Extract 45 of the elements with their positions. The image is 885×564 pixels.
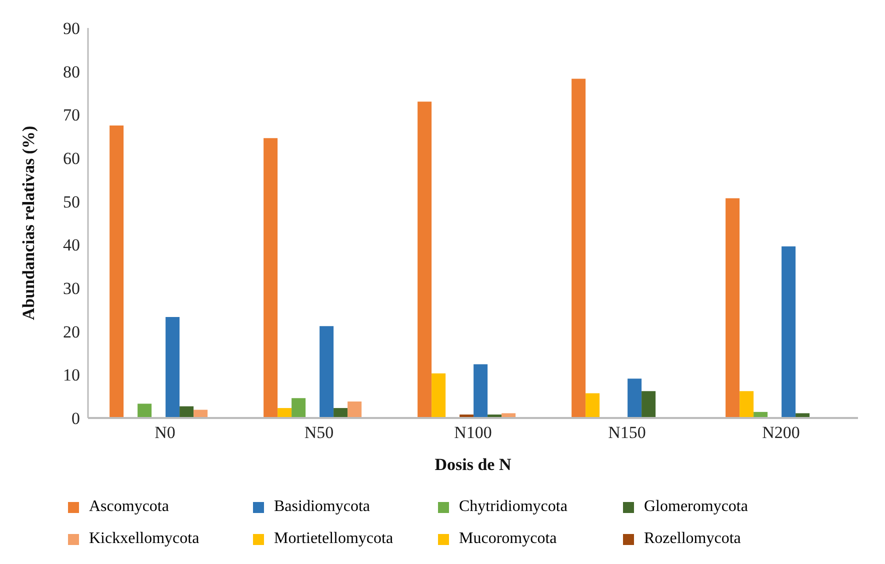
legend-label: Glomeromycota xyxy=(644,498,748,516)
y-axis-title: Abundancias relativas (%) xyxy=(19,126,38,320)
bar xyxy=(432,373,446,418)
x-tick-label: N150 xyxy=(608,423,646,442)
y-tick-label: 90 xyxy=(63,19,80,38)
bar xyxy=(726,198,740,418)
legend-label: Ascomycota xyxy=(89,498,169,516)
bar xyxy=(166,317,180,418)
legend-label: Mortietellomycota xyxy=(274,530,394,548)
bar xyxy=(628,378,642,418)
y-tick-label: 30 xyxy=(63,279,80,298)
legend-label: Basidiomycota xyxy=(274,498,370,516)
y-tick-label: 40 xyxy=(63,236,80,255)
bar xyxy=(110,126,124,418)
bar xyxy=(642,391,656,418)
y-tick-label: 80 xyxy=(63,62,80,82)
legend-label: Rozellomycota xyxy=(644,530,741,548)
y-tick-label: 60 xyxy=(63,149,80,168)
bar xyxy=(278,408,292,418)
bar xyxy=(292,398,306,418)
bar xyxy=(334,408,348,418)
y-tick-label: 0 xyxy=(72,409,80,428)
bar xyxy=(180,406,194,418)
bar xyxy=(348,402,362,418)
bar xyxy=(320,326,334,418)
x-tick-label: N100 xyxy=(454,423,492,442)
bar xyxy=(474,364,488,418)
legend-label: Chytridiomycota xyxy=(459,498,568,516)
bar xyxy=(782,246,796,418)
y-tick-label: 10 xyxy=(63,366,80,385)
y-tick-label: 20 xyxy=(63,322,80,342)
bar xyxy=(264,138,278,418)
y-tick-label: 70 xyxy=(63,106,80,125)
x-tick-label: N200 xyxy=(762,423,800,442)
y-tick-label: 50 xyxy=(63,192,80,212)
bar xyxy=(572,78,586,418)
bar xyxy=(586,393,600,418)
bar xyxy=(418,102,432,418)
x-tick-label: N50 xyxy=(304,423,334,442)
bar xyxy=(740,391,754,418)
legend-label: Kickxellomycota xyxy=(89,530,200,548)
x-tick-label: N0 xyxy=(154,423,176,442)
bar xyxy=(138,404,152,418)
legend-label: Mucoromycota xyxy=(459,530,557,548)
x-axis-title: Dosis de N xyxy=(434,455,512,474)
